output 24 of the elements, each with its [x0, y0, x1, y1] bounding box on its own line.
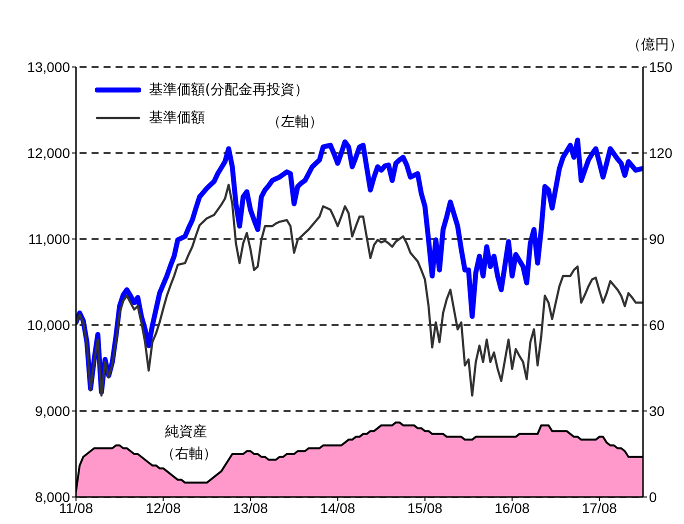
x-tick-label: 16/08	[494, 500, 530, 516]
y-tick-label: 10,000	[27, 316, 70, 333]
x-tick-label: 12/08	[146, 500, 181, 516]
annotation: （左軸）	[267, 113, 323, 132]
x-tick-label: 17/08	[582, 500, 618, 516]
y2-tick-label: 120	[649, 144, 673, 161]
y-tick-label: 13,000	[27, 58, 70, 75]
line-series	[76, 184, 643, 397]
y2-tick-label: 90	[649, 230, 665, 247]
y2-tick-label: 30	[649, 402, 665, 419]
y2-axis-title: （億円）	[627, 36, 683, 55]
y2-tick-label: 0	[649, 488, 657, 505]
annotation: （右軸）	[161, 445, 217, 464]
y2-tick-label: 60	[649, 316, 665, 333]
x-tick-label: 13/08	[232, 500, 268, 516]
legend-label: 基準価額(分配金再投資）	[149, 81, 308, 99]
x-tick-label: 14/08	[320, 500, 356, 516]
y2-tick-label: 150	[649, 58, 673, 75]
series-label: 純資産	[165, 423, 207, 442]
y-tick-label: 12,000	[27, 144, 70, 161]
y-tick-label: 9,000	[34, 402, 70, 419]
x-tick-label: 15/08	[407, 500, 443, 516]
y-tick-label: 11,000	[28, 230, 70, 247]
legend-label: 基準価額	[149, 109, 205, 127]
